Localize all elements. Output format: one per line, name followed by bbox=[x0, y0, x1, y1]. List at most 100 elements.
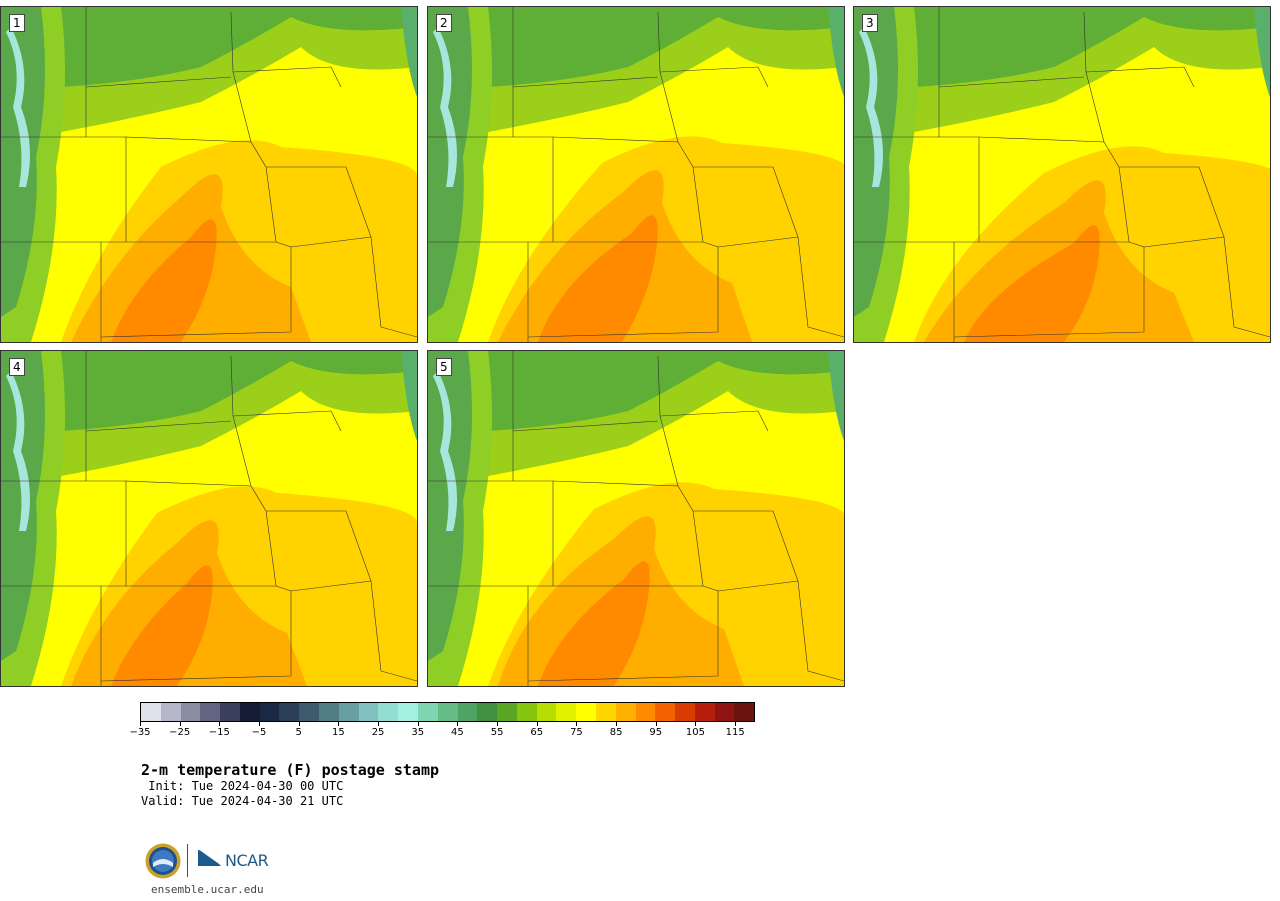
colorbar-tick bbox=[457, 722, 459, 726]
colorbar-segment bbox=[556, 703, 577, 721]
colorbar-segment bbox=[417, 703, 438, 721]
colorbar-tick bbox=[536, 722, 538, 726]
cool-zone bbox=[428, 351, 844, 441]
colorbar-segment bbox=[655, 703, 676, 721]
colorbar-segment bbox=[437, 703, 458, 721]
state-boundaries bbox=[1, 351, 417, 686]
colorbar-tick-label: 15 bbox=[332, 727, 345, 738]
colorbar-segment bbox=[358, 703, 379, 721]
colorbar-tick-label: 5 bbox=[295, 727, 302, 738]
colorbar-segment bbox=[239, 703, 260, 721]
state-boundaries bbox=[428, 351, 844, 686]
colorbar-tick-label: −25 bbox=[169, 727, 191, 738]
cool-zone bbox=[428, 7, 844, 97]
lake-shore bbox=[401, 7, 417, 97]
colorbar-segment bbox=[734, 703, 755, 721]
colorbar-segment bbox=[338, 703, 359, 721]
colorbar-segment bbox=[576, 703, 596, 721]
hottest-zone bbox=[538, 215, 658, 342]
colorbar-segment bbox=[536, 703, 557, 721]
temperature-map-2 bbox=[428, 7, 844, 342]
colorbar-segment bbox=[516, 703, 537, 721]
colorbar-segment bbox=[220, 703, 240, 721]
high-terrain bbox=[6, 371, 30, 531]
colorbar-tick bbox=[140, 722, 141, 726]
temperature-map-4 bbox=[1, 351, 417, 686]
colorbar-segment bbox=[595, 703, 616, 721]
map-panel-3: 3 bbox=[853, 6, 1271, 343]
colorbar-segment bbox=[378, 703, 399, 721]
colorbar-tick bbox=[219, 722, 221, 726]
colorbar-tick-label: 85 bbox=[609, 727, 623, 738]
colorbar-tick-label: 65 bbox=[530, 727, 544, 738]
lake-shore bbox=[828, 7, 844, 97]
state-boundaries bbox=[428, 7, 844, 342]
map-panel-4: 4 bbox=[0, 350, 418, 687]
colorbar-tick bbox=[655, 722, 657, 726]
panel-number-label: 1 bbox=[9, 14, 25, 32]
init-time: Init: Tue 2024-04-30 00 UTC bbox=[141, 779, 344, 793]
colorbar-segment bbox=[398, 703, 418, 721]
colorbar-segment bbox=[299, 703, 320, 721]
colorbar-segment bbox=[675, 703, 695, 721]
hottest-zone bbox=[964, 225, 1100, 342]
colorbar-segment bbox=[714, 703, 735, 721]
colorbar-segment bbox=[160, 703, 181, 721]
temperature-colorbar bbox=[140, 702, 755, 722]
cool-zone bbox=[1, 7, 417, 97]
colorbar-ticks: −35 −25 −15 −5 5 15 25 35 45 55 65 75 85 95 105 115 bbox=[129, 722, 755, 742]
colorbar-tick-label: 55 bbox=[490, 727, 504, 738]
website-link[interactable]: ensemble.ucar.edu bbox=[151, 883, 264, 896]
colorbar-tick bbox=[616, 722, 618, 726]
ncar-logo-icon bbox=[197, 848, 223, 867]
map-panel-1: 1 bbox=[0, 6, 418, 343]
colorbar-tick bbox=[576, 722, 578, 726]
colorbar-segment bbox=[259, 703, 280, 721]
logo-divider bbox=[187, 844, 188, 877]
colorbar-segment bbox=[319, 703, 339, 721]
colorbar-tick-label: 105 bbox=[685, 727, 706, 738]
colorbar-tick-label: 115 bbox=[725, 727, 745, 738]
colorbar-tick-label: 45 bbox=[451, 727, 464, 738]
high-terrain bbox=[433, 27, 457, 187]
lake-shore bbox=[1254, 7, 1270, 97]
panel-number-label: 2 bbox=[436, 14, 452, 32]
colorbar-segment bbox=[477, 703, 498, 721]
hottest-zone bbox=[111, 219, 217, 342]
map-panel-2: 2 bbox=[427, 6, 845, 343]
colorbar-tick-label: 25 bbox=[371, 727, 385, 738]
state-boundaries bbox=[854, 7, 1270, 342]
colorbar-segment bbox=[694, 703, 715, 721]
map-panel-5: 5 bbox=[427, 350, 845, 687]
colorbar-tick bbox=[259, 722, 261, 726]
cool-zone bbox=[854, 7, 1270, 97]
colorbar-tick bbox=[378, 722, 380, 726]
colorbar-tick bbox=[735, 722, 737, 726]
valid-time: Valid: Tue 2024-04-30 21 UTC bbox=[141, 794, 344, 808]
temperature-map-3 bbox=[854, 7, 1270, 342]
panel-number-label: 3 bbox=[862, 14, 878, 32]
temperature-map-1 bbox=[1, 7, 417, 342]
ncar-wordmark: NCAR bbox=[225, 851, 269, 870]
colorbar-segment bbox=[200, 703, 221, 721]
chart-title: 2-m temperature (F) postage stamp bbox=[141, 761, 440, 779]
colorbar-segment bbox=[141, 703, 161, 721]
colorbar-segment bbox=[615, 703, 636, 721]
lake-shore bbox=[828, 351, 844, 441]
colorbar-tick bbox=[179, 722, 181, 726]
colorbar-tick-label: 95 bbox=[649, 727, 663, 738]
colorbar-tick-label: −5 bbox=[251, 727, 267, 738]
high-terrain bbox=[6, 27, 30, 187]
colorbar-tick-label: 75 bbox=[570, 727, 583, 738]
colorbar-tick bbox=[298, 722, 300, 726]
colorbar-tick bbox=[497, 722, 499, 726]
colorbar-segment bbox=[457, 703, 478, 721]
colorbar-segment bbox=[279, 703, 300, 721]
lake-shore bbox=[401, 351, 417, 441]
colorbar-segment bbox=[497, 703, 517, 721]
panel-number-label: 5 bbox=[436, 358, 452, 376]
hottest-zone bbox=[538, 561, 650, 686]
cool-zone bbox=[1, 351, 417, 441]
colorbar-tick-label: 35 bbox=[411, 727, 425, 738]
colorbar-tick-label: −15 bbox=[208, 727, 230, 738]
